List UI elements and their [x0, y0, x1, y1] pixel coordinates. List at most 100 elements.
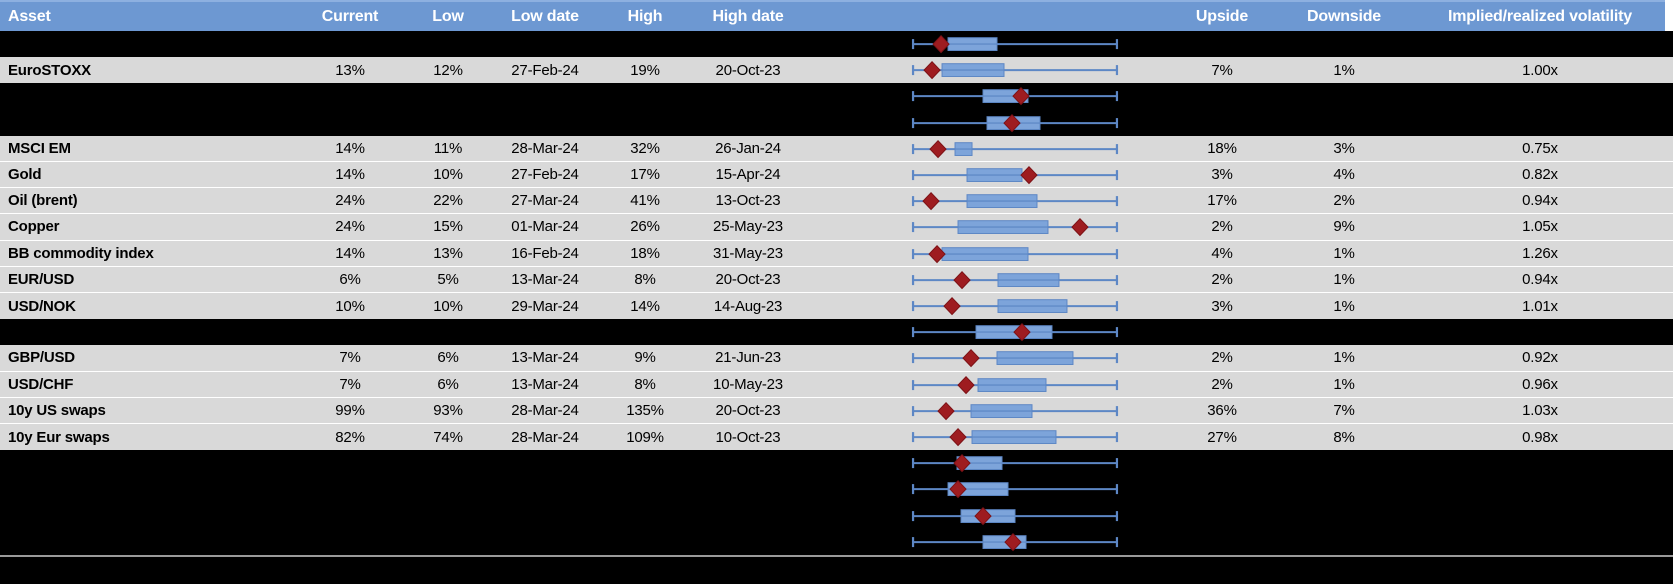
redacted-row — [0, 528, 1673, 555]
cell-current: 7% — [339, 375, 361, 393]
table-row-usd-nok: USD/NOK 10% 10% 29-Mar-24 14% 14-Aug-23 3% 1% 1.… — [0, 293, 1673, 320]
boxplot-redacted — [911, 480, 1119, 499]
cell-high: 18% — [630, 244, 660, 262]
table-row-copper: Copper 24% 15% 01-Mar-24 26% 25-May-23 2% 9% 1.0… — [0, 214, 1673, 241]
cell-asset: BB commodity index — [8, 244, 154, 262]
boxplot-usd-chf — [911, 375, 1119, 394]
cell-high: 109% — [626, 428, 664, 446]
cell-upside: 2% — [1211, 270, 1233, 288]
cell-high: 41% — [630, 192, 660, 210]
cell-low-date: 29-Mar-24 — [511, 297, 579, 315]
cell-high-date: 21-Jun-23 — [715, 349, 781, 367]
table-header-row: Asset Current Low Low date High High dat… — [0, 0, 1673, 31]
cell-low: 12% — [433, 61, 463, 79]
cell-current: 14% — [335, 166, 365, 184]
current-level-diamond-marker — [943, 296, 961, 316]
table-row-10y-us-swaps: 10y US swaps 99% 93% 28-Mar-24 135% 20-Oct-23… — [0, 397, 1673, 424]
boxplot-msci-em — [911, 139, 1119, 159]
current-level-diamond-marker — [1003, 113, 1021, 132]
current-level-diamond-marker — [953, 454, 971, 473]
cell-asset: Copper — [8, 218, 60, 236]
cell-current: 14% — [335, 244, 365, 262]
header-downside: Downside — [1307, 7, 1381, 25]
boxplot-eurostoxx — [911, 61, 1119, 80]
cell-downside: 8% — [1333, 428, 1355, 446]
cell-downside: 3% — [1333, 139, 1355, 157]
current-level-diamond-marker — [929, 139, 947, 159]
sheet-corner — [1665, 0, 1673, 31]
cell-asset: Gold — [8, 166, 42, 184]
cell-low: 15% — [433, 218, 463, 236]
cell-downside: 1% — [1333, 375, 1355, 393]
boxplot-copper — [911, 218, 1119, 237]
boxplot-10y-eur-swaps — [911, 427, 1119, 447]
cell-low: 13% — [433, 244, 463, 262]
cell-ratio: 0.94x — [1522, 192, 1558, 210]
current-level-diamond-marker — [953, 270, 971, 290]
cell-high: 26% — [630, 218, 660, 236]
table-row-oil-brent: Oil (brent) 24% 22% 27-Mar-24 41% 13-Oct-23 17… — [0, 188, 1673, 215]
cell-downside: 1% — [1333, 61, 1355, 79]
cell-upside: 2% — [1211, 375, 1233, 393]
cell-downside: 1% — [1333, 297, 1355, 315]
cell-ratio: 0.96x — [1522, 375, 1558, 393]
current-level-diamond-marker — [1071, 218, 1089, 237]
current-level-diamond-marker — [1012, 87, 1030, 106]
cell-downside: 9% — [1333, 218, 1355, 236]
cell-ratio: 0.94x — [1522, 270, 1558, 288]
table-row-eur-usd: EUR/USD 6% 5% 13-Mar-24 8% 20-Oct-23 2% 1% 0.94x — [0, 266, 1673, 293]
boxplot-oil-brent — [911, 192, 1119, 211]
current-level-diamond-marker — [957, 375, 975, 394]
cell-downside: 1% — [1333, 244, 1355, 262]
cell-low-date: 27-Feb-24 — [511, 166, 579, 184]
table-row-gold: Gold 14% 10% 27-Feb-24 17% 15-Apr-24 3% 4% 0.82x — [0, 162, 1673, 189]
cell-downside: 4% — [1333, 166, 1355, 184]
cell-asset: USD/CHF — [8, 375, 74, 393]
cell-low: 10% — [433, 166, 463, 184]
redacted-row — [0, 83, 1673, 110]
cell-low-date: 13-Mar-24 — [511, 349, 579, 367]
current-level-diamond-marker — [1013, 323, 1031, 342]
cell-high-date: 31-May-23 — [713, 244, 783, 262]
boxplot-eur-usd — [911, 270, 1119, 290]
cell-low-date: 01-Mar-24 — [511, 218, 579, 236]
cell-asset: USD/NOK — [8, 297, 76, 315]
cell-low: 10% — [433, 297, 463, 315]
cell-high: 17% — [630, 166, 660, 184]
current-level-diamond-marker — [932, 34, 950, 54]
boxplot-redacted — [911, 532, 1119, 552]
redacted-row — [0, 502, 1673, 529]
boxplot-10y-us-swaps — [911, 401, 1119, 421]
cell-asset: 10y Eur swaps — [8, 428, 110, 446]
header-upside: Upside — [1195, 7, 1249, 25]
cell-upside: 17% — [1207, 192, 1237, 210]
cell-low-date: 13-Mar-24 — [511, 270, 579, 288]
boxplot-redacted — [911, 323, 1119, 342]
cell-high-date: 14-Aug-23 — [713, 297, 783, 315]
cell-current: 6% — [339, 270, 361, 288]
cell-low: 93% — [433, 401, 463, 419]
table-row-gbp-usd: GBP/USD 7% 6% 13-Mar-24 9% 21-Jun-23 2% 1% 0.92x — [0, 345, 1673, 372]
header-current: Current — [321, 7, 379, 25]
cell-ratio: 1.00x — [1522, 61, 1558, 79]
cell-low-date: 27-Mar-24 — [511, 192, 579, 210]
cell-ratio: 0.98x — [1522, 428, 1558, 446]
cell-low: 22% — [433, 192, 463, 210]
redacted-row — [0, 31, 1673, 58]
cell-high: 19% — [630, 61, 660, 79]
cell-upside: 4% — [1211, 244, 1233, 262]
cell-high: 14% — [630, 297, 660, 315]
cell-asset: GBP/USD — [8, 349, 75, 367]
cell-high: 8% — [634, 375, 656, 393]
bottom-separator-line — [0, 555, 1673, 557]
current-level-diamond-marker — [974, 506, 992, 525]
cell-low: 6% — [437, 375, 459, 393]
cell-asset: EuroSTOXX — [8, 61, 91, 79]
header-low-date: Low date — [511, 7, 579, 25]
cell-downside: 1% — [1333, 270, 1355, 288]
cell-high-date: 20-Oct-23 — [715, 401, 781, 419]
current-level-diamond-marker — [949, 427, 967, 447]
current-level-diamond-marker — [923, 61, 941, 80]
cell-upside: 3% — [1211, 166, 1233, 184]
